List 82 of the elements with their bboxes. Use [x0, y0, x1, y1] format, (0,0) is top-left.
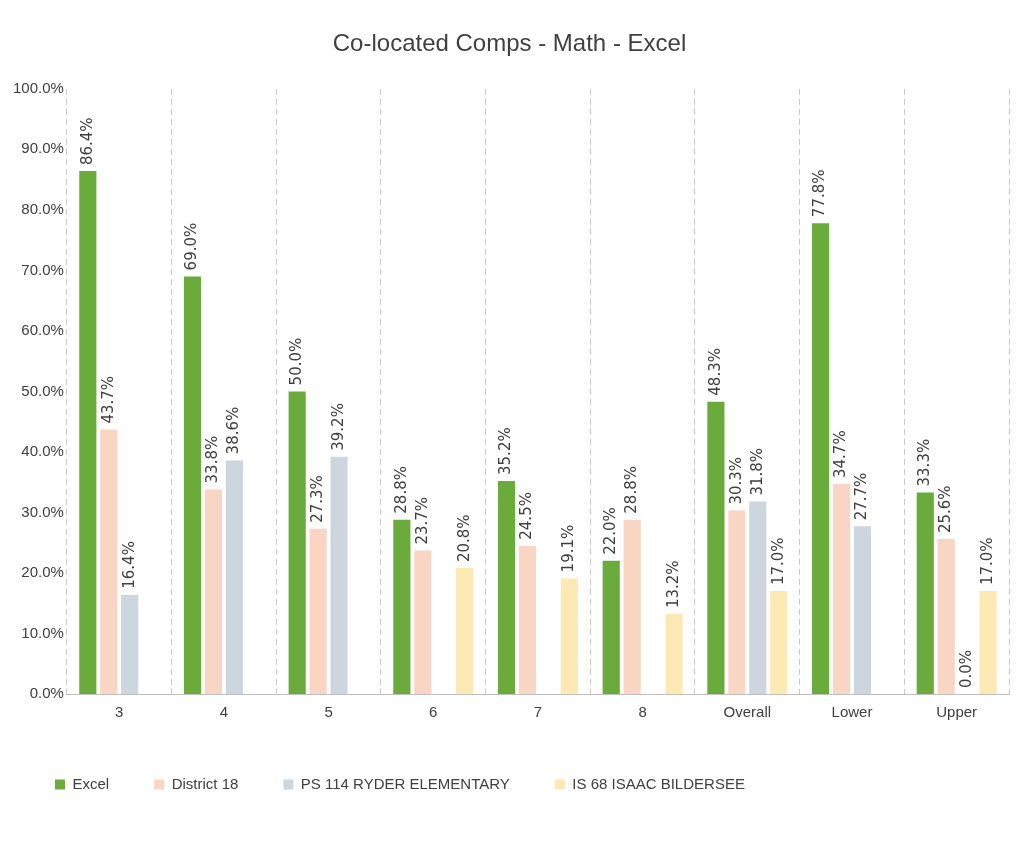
bar [728, 510, 746, 694]
bar [937, 539, 955, 694]
data-label: 35.2% [496, 427, 515, 475]
y-tick-label: 40.0% [21, 442, 64, 460]
legend-label: PS 114 RYDER ELEMENTARY [300, 774, 510, 792]
x-tick-label: 5 [324, 703, 333, 721]
data-label: 33.8% [203, 435, 222, 484]
y-tick-label: 60.0% [21, 321, 64, 339]
data-label: 16.4% [119, 541, 138, 589]
bar [979, 591, 997, 694]
bar [288, 391, 306, 694]
y-tick-label: 10.0% [21, 623, 64, 641]
bar [100, 429, 118, 694]
data-label: 0.0% [957, 649, 976, 688]
data-label: 34.7% [831, 430, 850, 478]
data-label: 13.2% [663, 560, 682, 609]
data-label: 69.0% [182, 222, 201, 271]
x-tick-label: Upper [936, 703, 978, 721]
data-label: 43.7% [98, 375, 117, 424]
data-label: 24.5% [517, 492, 536, 540]
y-tick-label: 70.0% [21, 260, 64, 278]
data-label: 25.6% [936, 485, 955, 534]
bar [183, 276, 202, 694]
data-label: 39.2% [328, 403, 347, 451]
bar [832, 484, 851, 694]
bar [204, 489, 223, 694]
bar [853, 526, 872, 694]
data-label: 17.0% [977, 537, 996, 586]
y-tick-label: 20.0% [21, 563, 64, 581]
y-tick-label: 80.0% [21, 199, 64, 217]
data-label: 31.8% [747, 447, 766, 496]
y-tick-label: 100.0% [13, 78, 64, 96]
bar [623, 519, 641, 694]
bar [811, 223, 830, 694]
bar [309, 528, 327, 694]
x-tick-label: 6 [429, 703, 438, 721]
bar [602, 560, 620, 694]
bar [770, 591, 788, 694]
x-tick-label: 4 [219, 703, 229, 721]
bar [665, 614, 683, 694]
data-label: 19.1% [559, 524, 578, 573]
bar [916, 492, 934, 694]
legend-label: IS 68 ISAAC BILDERSEE [572, 774, 745, 792]
bar [749, 501, 767, 694]
data-label: 50.0% [287, 337, 306, 386]
bar [414, 550, 432, 694]
data-label: 86.4% [77, 117, 96, 166]
chart-title: Co-located Comps - Math - Excel [332, 29, 687, 57]
bar [707, 401, 725, 694]
legend-label: District 18 [171, 774, 239, 792]
data-label: 48.3% [705, 348, 724, 396]
data-label: 23.7% [412, 496, 431, 545]
x-tick-label: 8 [638, 703, 647, 721]
bar [560, 578, 578, 694]
data-label: 27.7% [852, 472, 871, 521]
bar [330, 456, 348, 694]
data-label: 20.8% [454, 514, 473, 563]
legend-label: Excel [72, 774, 110, 792]
y-tick-label: 30.0% [21, 502, 64, 520]
x-tick-label: Lower [831, 703, 873, 721]
data-label: 17.0% [768, 537, 787, 586]
bar [518, 545, 537, 694]
data-label: 22.0% [601, 507, 620, 555]
data-label: 77.8% [810, 169, 829, 218]
bar [393, 519, 411, 694]
bar [225, 460, 243, 694]
bar [456, 568, 474, 694]
data-label: 38.6% [224, 406, 243, 455]
data-label: 28.8% [622, 466, 641, 514]
bar [79, 171, 97, 694]
x-tick-label: 3 [115, 703, 124, 721]
data-label: 33.3% [915, 438, 934, 487]
y-tick-label: 0.0% [29, 684, 64, 702]
bar [497, 480, 516, 694]
data-label: 30.3% [726, 456, 745, 505]
x-tick-label: Overall [723, 703, 772, 721]
data-label: 28.8% [391, 466, 410, 514]
y-tick-label: 90.0% [21, 139, 64, 157]
x-tick-label: 7 [533, 703, 543, 721]
y-tick-label: 50.0% [21, 381, 64, 399]
bar [121, 594, 139, 694]
data-label: 27.3% [308, 475, 326, 523]
